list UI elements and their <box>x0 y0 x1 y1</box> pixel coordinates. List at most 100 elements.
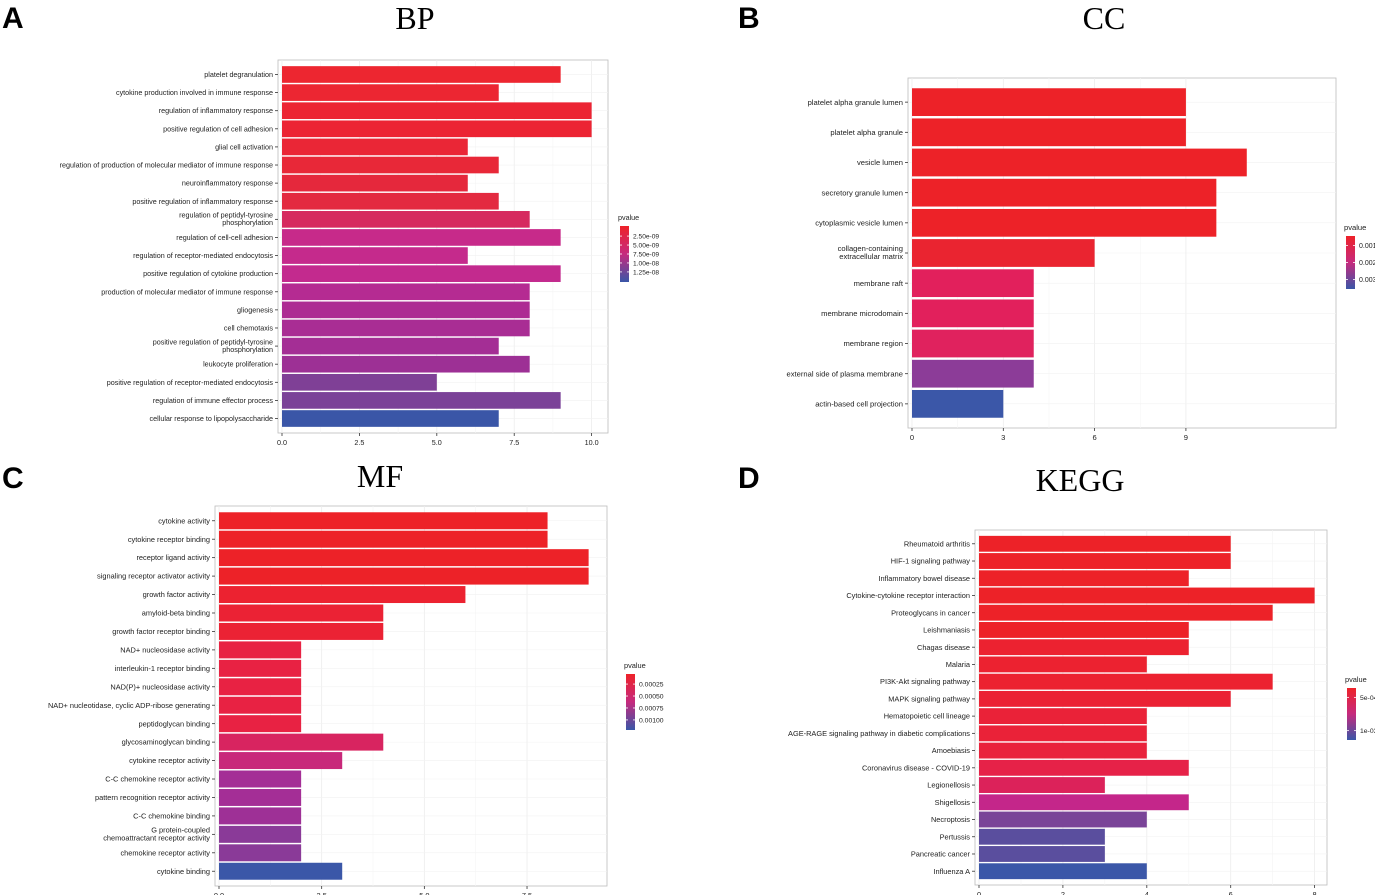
legend-label: 7.50e-09 <box>633 252 659 259</box>
bar <box>912 118 1186 147</box>
legend-label: 5.00e-09 <box>633 243 659 250</box>
legend-label: 1.00e-08 <box>633 260 659 267</box>
x-tick-label: 7.5 <box>522 891 532 895</box>
category-label: glial cell activation <box>215 142 273 151</box>
bar <box>912 88 1186 117</box>
category-label-line: vesicle lumen <box>857 158 903 167</box>
x-tick-label: 8 <box>1313 890 1317 895</box>
category-label-line: membrane raft <box>854 279 904 288</box>
category-label: external side of plasma membrane <box>787 369 904 378</box>
bar <box>979 656 1147 673</box>
category-label-line: cellular response to lipopolysaccharide <box>150 414 273 423</box>
legend-label: 1e-03 <box>1360 728 1375 735</box>
category-label: NAD(P)+ nucleosidase activity <box>110 682 210 691</box>
category-label-line: growth factor activity <box>143 590 211 599</box>
category-label: gliogenesis <box>237 305 273 314</box>
category-label-line: NAD+ nucleosidase activity <box>120 645 210 654</box>
category-label-line: regulation of inflammatory response <box>159 106 273 115</box>
bar <box>979 828 1105 845</box>
category-label: Necroptosis <box>931 815 970 824</box>
bar <box>219 641 302 659</box>
category-label-line: membrane microdomain <box>821 309 903 318</box>
category-label-line: Inflammatory bowel disease <box>878 574 970 583</box>
category-label: pattern recognition receptor activity <box>95 793 210 802</box>
category-label: Rheumatoid arthritis <box>904 539 970 548</box>
category-label: cytokine production involved in immune r… <box>116 88 273 97</box>
bar <box>979 708 1147 725</box>
category-label-line: cytokine production involved in immune r… <box>116 88 273 97</box>
bar <box>282 211 530 228</box>
category-label-line: Necroptosis <box>931 815 970 824</box>
category-label-line: NAD+ nucleotidase, cyclic ADP-ribose gen… <box>48 701 210 710</box>
chart-cc: platelet alpha granule lumen platelet alp… <box>787 77 1375 442</box>
bar <box>219 844 302 862</box>
bar <box>979 863 1147 880</box>
bar <box>219 530 548 548</box>
category-label-line: AGE-RAGE signaling pathway in diabetic c… <box>788 729 970 738</box>
bar <box>282 66 561 83</box>
category-label-line: actin-based cell projection <box>815 400 903 409</box>
category-label-line: peptidoglycan binding <box>139 719 211 728</box>
bar <box>912 148 1247 177</box>
category-label: Malaria <box>946 660 971 669</box>
legend-label: 5e-04 <box>1360 695 1375 702</box>
legend-label: 0.002 <box>1359 260 1375 267</box>
legend-title: pvalue <box>618 213 639 222</box>
x-tick-label: 2.5 <box>354 438 364 447</box>
category-label: peptidoglycan binding <box>139 719 211 728</box>
category-label: chemokine receptor activity <box>120 848 210 857</box>
category-label-line: cytokine activity <box>158 516 210 525</box>
category-label: Pancreatic cancer <box>911 850 971 859</box>
bar <box>219 696 302 714</box>
x-tick-label: 2.5 <box>317 891 327 895</box>
legend-label: 0.001 <box>1359 243 1375 250</box>
bar <box>282 410 499 427</box>
category-label-line: Cytokine-cytokine receptor interaction <box>846 591 970 600</box>
bar <box>219 622 384 640</box>
category-label-line: interleukin-1 receptor binding <box>115 664 210 673</box>
category-label: positive regulation of inflammatory resp… <box>132 197 273 206</box>
category-label-line: pattern recognition receptor activity <box>95 793 210 802</box>
bar <box>979 587 1315 604</box>
category-label: Chagas disease <box>917 643 970 652</box>
category-label-line: Pancreatic cancer <box>911 850 971 859</box>
category-label: Proteoglycans in cancer <box>891 608 970 617</box>
legend-title: pvalue <box>1345 675 1367 684</box>
bar <box>282 301 530 319</box>
bar <box>979 673 1273 690</box>
bar <box>219 512 548 530</box>
category-label: vesicle lumen <box>857 158 903 167</box>
category-label-line: cytokine binding <box>157 867 210 876</box>
category-label: platelet alpha granule <box>830 128 903 137</box>
panel-letter-a: A <box>2 2 24 35</box>
category-label-line: Rheumatoid arthritis <box>904 539 970 548</box>
legend-colorbar <box>620 226 629 282</box>
category-label-line: receptor ligand activity <box>136 553 210 562</box>
bar <box>979 794 1189 811</box>
category-label-line: cytoplasmic vesicle lumen <box>815 218 903 227</box>
category-label: membrane microdomain <box>821 309 903 318</box>
legend-label: 0.00025 <box>639 682 664 689</box>
legend-colorbar <box>1346 236 1355 289</box>
category-label: NAD+ nucleosidase activity <box>120 645 210 654</box>
category-label-line: PI3K-Akt signaling pathway <box>880 677 970 686</box>
bar <box>282 247 468 264</box>
category-label: regulation of cell-cell adhesion <box>176 233 273 242</box>
category-label-line: neuroinflammatory response <box>182 179 273 188</box>
bar <box>912 329 1034 358</box>
category-label-line: cytokine receptor activity <box>129 756 210 765</box>
category-label-line: platelet degranulation <box>204 70 273 79</box>
bar <box>979 570 1189 587</box>
category-label-line: glial cell activation <box>215 142 273 151</box>
category-label-line: cell chemotaxis <box>224 324 274 333</box>
category-label-line: positive regulation of peptidyl-tyrosine <box>153 337 273 346</box>
legend-title: pvalue <box>1344 223 1366 232</box>
bar <box>282 265 561 282</box>
bar <box>979 846 1105 862</box>
legend-title: pvalue <box>624 661 646 670</box>
category-label-line: G protein-coupled <box>151 825 210 834</box>
bar <box>282 337 499 355</box>
legend-label: 1.25e-08 <box>633 269 659 276</box>
panel-title-mf: MF <box>356 458 404 494</box>
x-tick-label: 3 <box>1001 433 1005 442</box>
